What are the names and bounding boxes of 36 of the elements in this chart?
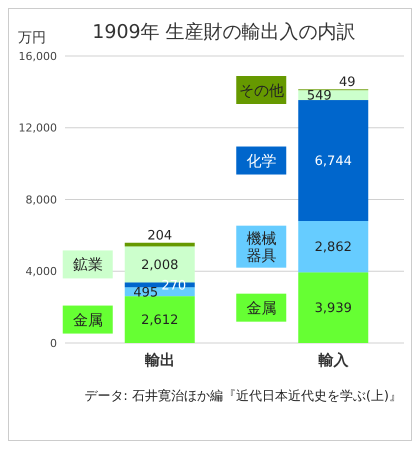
name-tag: 鉱業 — [62, 250, 113, 278]
data-label: 495 — [133, 285, 158, 300]
data-label: 270 — [161, 278, 186, 294]
data-label: 2,612 — [141, 313, 178, 328]
data-label: 3,939 — [314, 301, 352, 316]
name-tag: 金属 — [236, 294, 286, 322]
chart-title: 1909年 生産財の輸出入の内訳 — [92, 21, 356, 43]
y-tick-label: 0 — [50, 336, 57, 350]
y-tick-label: 8,000 — [26, 193, 57, 206]
name-tag: 機械器具 — [236, 226, 286, 268]
data-label: 204 — [147, 228, 172, 244]
data-label: 49 — [338, 74, 356, 90]
series-label: 金属 — [72, 310, 103, 329]
name-tag: 化学 — [236, 146, 286, 175]
bar — [124, 296, 195, 343]
y-tick-label: 4,000 — [26, 265, 57, 278]
y-tick-label: 12,000 — [18, 122, 57, 135]
data-label: 2,862 — [314, 240, 352, 256]
bar — [298, 100, 368, 222]
name-tag: 金属 — [62, 306, 113, 334]
y-axis-title: 万円 — [18, 30, 46, 46]
series-label: 機械器具 — [246, 229, 276, 264]
bar — [298, 221, 368, 272]
data-label: 6,744 — [314, 154, 352, 170]
x-tick-label: 輸入 — [317, 351, 350, 369]
series-label: 化学 — [246, 152, 276, 170]
name-tag: その他 — [236, 76, 286, 104]
series-label: 鉱業 — [72, 256, 103, 274]
x-tick-label: 輸出 — [144, 351, 175, 369]
bar — [124, 242, 195, 246]
data-label: 549 — [306, 88, 332, 104]
data-label: 2,008 — [141, 258, 178, 273]
series-label: その他 — [238, 81, 284, 100]
text: データ: 石井寛治ほか編『近代日本近代史を学ぶ(上)』 — [84, 388, 402, 404]
y-tick-label: 16,000 — [18, 50, 57, 63]
bar — [298, 272, 368, 343]
